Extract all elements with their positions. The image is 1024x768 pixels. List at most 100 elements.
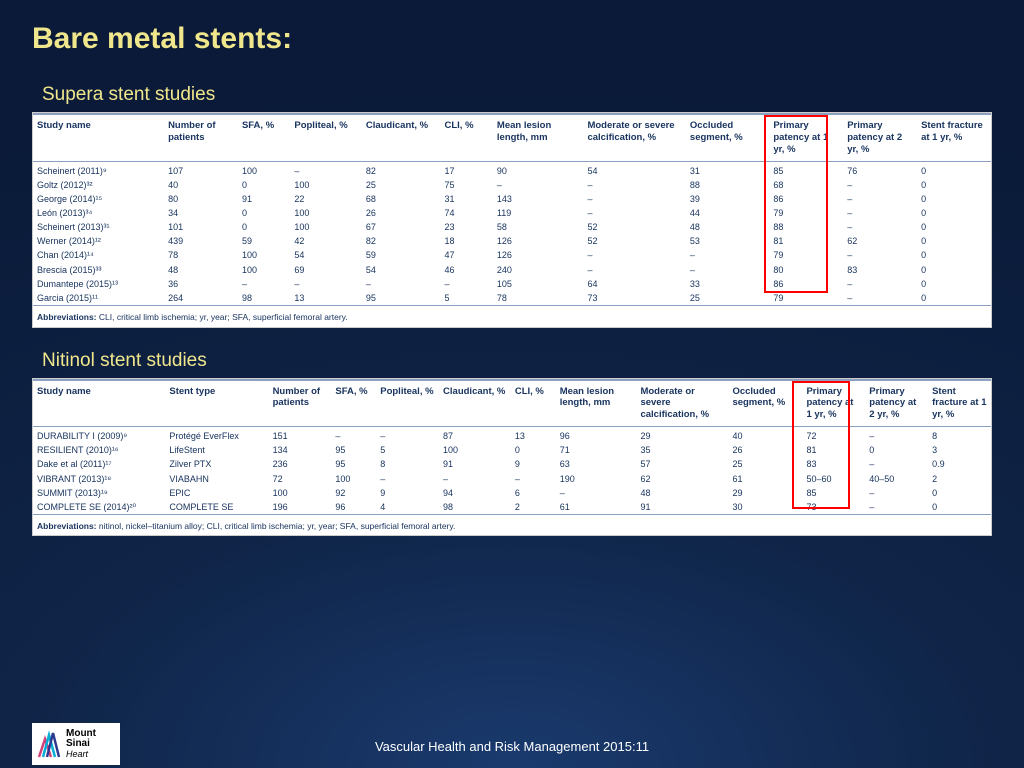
table-cell: 9	[376, 486, 439, 500]
table-cell: 107	[164, 161, 238, 178]
table-cell: 85	[802, 486, 865, 500]
table-cell: 83	[843, 263, 917, 277]
table-cell: 101	[164, 220, 238, 234]
table-row: Scheinert (2013)³¹1010100672358524888–0	[33, 220, 991, 234]
table-cell: 196	[269, 500, 332, 515]
table-cell: 61	[728, 472, 802, 486]
table-cell: –	[583, 178, 685, 192]
table-cell: 53	[686, 234, 769, 248]
table-cell: Scheinert (2013)³¹	[33, 220, 164, 234]
table-cell: Garcia (2015)¹¹	[33, 291, 164, 306]
table-cell: 40–50	[865, 472, 928, 486]
table-cell: 100	[331, 472, 376, 486]
table-cell: 0	[917, 263, 991, 277]
table-cell: 79	[769, 248, 843, 262]
table-cell: 5	[440, 291, 492, 306]
table-cell: DURABILITY I (2009)⁹	[33, 427, 165, 444]
table-cell: 57	[636, 457, 728, 471]
table-cell: 95	[331, 457, 376, 471]
table-cell: 264	[164, 291, 238, 306]
abbreviations-row: Abbreviations: CLI, critical limb ischem…	[33, 306, 991, 327]
table-cell: Werner (2014)¹²	[33, 234, 164, 248]
table-cell: 36	[164, 277, 238, 291]
table-cell: –	[376, 472, 439, 486]
section2-title: Nitinol stent studies	[0, 328, 1024, 378]
table-cell: –	[556, 486, 637, 500]
table-row: Goltz (2012)³²4001002575––8868–0	[33, 178, 991, 192]
table-cell: 62	[636, 472, 728, 486]
table-row: George (2014)¹⁵8091226831143–3986–0	[33, 192, 991, 206]
table-cell: 5	[376, 443, 439, 457]
table-cell: 22	[290, 192, 361, 206]
table-cell: 0	[917, 161, 991, 178]
table-cell: 94	[439, 486, 511, 500]
column-header: Claudicant, %	[439, 380, 511, 427]
table-cell: 91	[238, 192, 290, 206]
table-cell: 68	[769, 178, 843, 192]
table-cell: 100	[238, 161, 290, 178]
table-cell: 67	[362, 220, 441, 234]
table-cell: 240	[493, 263, 584, 277]
table-row: Chan (2014)¹⁴78100545947126––79–0	[33, 248, 991, 262]
table-cell: –	[686, 248, 769, 262]
table-cell: 105	[493, 277, 584, 291]
table-cell: 54	[290, 248, 361, 262]
table-cell: –	[843, 192, 917, 206]
table-cell: 100	[290, 206, 361, 220]
table-cell: 74	[440, 206, 492, 220]
table-cell: 17	[440, 161, 492, 178]
table-cell: 86	[769, 192, 843, 206]
table-cell: 0	[917, 178, 991, 192]
table-cell: 8	[928, 427, 991, 444]
table-row: DURABILITY I (2009)⁹Protégé EverFlex151–…	[33, 427, 991, 444]
table-cell: –	[865, 486, 928, 500]
column-header: Primary patency at 2 yr, %	[843, 114, 917, 161]
table-row: RESILIENT (2010)¹⁶LifeStent1349551000713…	[33, 443, 991, 457]
table-cell: 90	[493, 161, 584, 178]
table-cell: 0	[917, 277, 991, 291]
table-cell: 35	[636, 443, 728, 457]
table-cell: –	[843, 220, 917, 234]
table-cell: 78	[164, 248, 238, 262]
column-header: Stent fracture at 1 yr, %	[917, 114, 991, 161]
table-cell: 100	[290, 178, 361, 192]
table-cell: –	[583, 248, 685, 262]
table-cell: 69	[290, 263, 361, 277]
table-cell: 2	[511, 500, 556, 515]
table-cell: 31	[440, 192, 492, 206]
table-cell: –	[238, 277, 290, 291]
table-cell: 151	[269, 427, 332, 444]
table-cell: 59	[362, 248, 441, 262]
table-cell: 100	[439, 443, 511, 457]
table-row: Dake et al (2011)¹⁷Zilver PTX23695891963…	[33, 457, 991, 471]
table-cell: 58	[493, 220, 584, 234]
table-row: Werner (2014)¹²43959428218126525381620	[33, 234, 991, 248]
table-cell: –	[440, 277, 492, 291]
table-cell: 9	[511, 457, 556, 471]
table-cell: 86	[769, 277, 843, 291]
table-cell: 236	[269, 457, 332, 471]
table-cell: 0	[917, 192, 991, 206]
column-header: Mean lesion length, mm	[556, 380, 637, 427]
table-row: Dumantepe (2015)¹³36––––105643386–0	[33, 277, 991, 291]
column-header: Primary patency at 1 yr, %	[802, 380, 865, 427]
column-header: Number of patients	[269, 380, 332, 427]
column-header: Mean lesion length, mm	[493, 114, 584, 161]
table-cell: 119	[493, 206, 584, 220]
table-cell: 13	[290, 291, 361, 306]
table-cell: 47	[440, 248, 492, 262]
table-cell: 0	[238, 206, 290, 220]
table-cell: Protégé EverFlex	[165, 427, 268, 444]
table-cell: 3	[928, 443, 991, 457]
table-cell: 81	[802, 443, 865, 457]
table1-wrap: Study nameNumber of patientsSFA, %Poplit…	[32, 112, 992, 328]
table-row: León (2013)³⁴3401002674119–4479–0	[33, 206, 991, 220]
citation: Vascular Health and Risk Management 2015…	[0, 739, 1024, 754]
table-cell: 52	[583, 234, 685, 248]
table-cell: 82	[362, 161, 441, 178]
slide-title: Bare metal stents:	[0, 0, 1024, 56]
column-header: CLI, %	[440, 114, 492, 161]
table-cell: 62	[843, 234, 917, 248]
table-cell: –	[865, 457, 928, 471]
table-cell: 0	[865, 443, 928, 457]
